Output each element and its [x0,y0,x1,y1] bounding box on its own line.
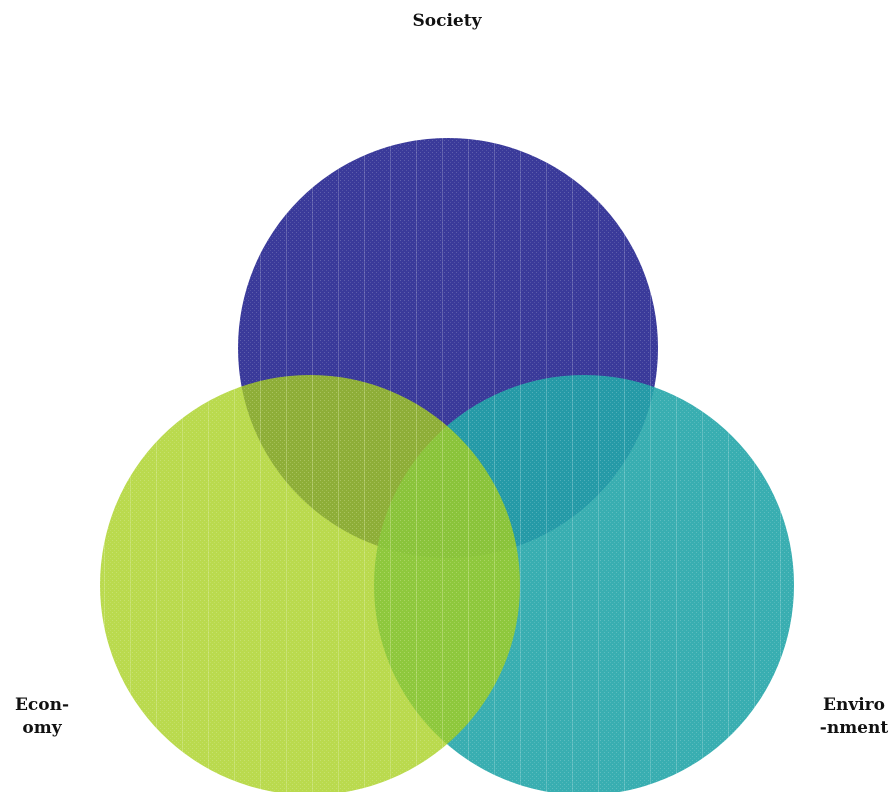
society-label: Society [0,10,894,33]
economy-label: Econ- omy [12,694,72,740]
economy-label-line1: Econ- [14,695,70,715]
society-label-text: Society [412,11,482,31]
economy-circle-stripes [100,375,520,792]
environment-label-line1: Enviro [823,695,885,715]
economy-label-line2: omy [22,718,62,738]
environment-label-line2: -nment [819,718,889,738]
environment-label: Enviro -nment [818,694,890,740]
